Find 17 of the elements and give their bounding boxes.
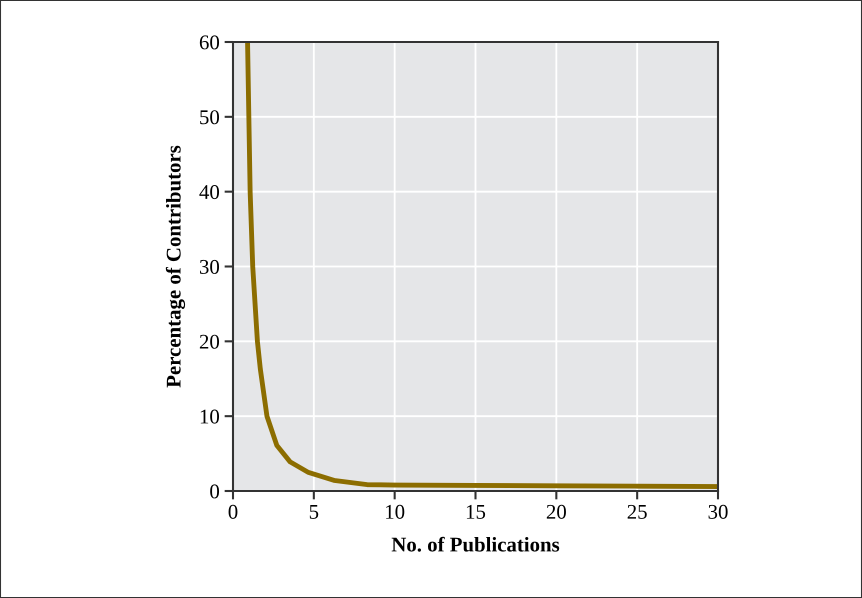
x-tick-label: 15 [466,504,486,519]
y-tick-label: 50 [200,110,220,124]
x-axis-title: No. of Publications [392,536,560,552]
x-tick-label: 25 [628,504,647,519]
y-tick-label: 20 [200,334,220,349]
x-tick-label: 20 [546,504,566,519]
x-tick-label: 5 [310,505,318,519]
x-tick-label: 0 [228,504,238,519]
y-tick-label: 30 [200,260,220,274]
x-tick-label: 30 [708,504,728,519]
x-tick-label: 10 [386,504,404,519]
y-tick-label: 60 [200,35,220,50]
y-tick-label: 40 [199,185,220,200]
y-tick-label: 10 [200,410,220,424]
line-series [245,42,718,489]
y-axis-title: Percentage of Contributors [166,146,186,388]
y-tick-label: 0 [210,484,220,498]
